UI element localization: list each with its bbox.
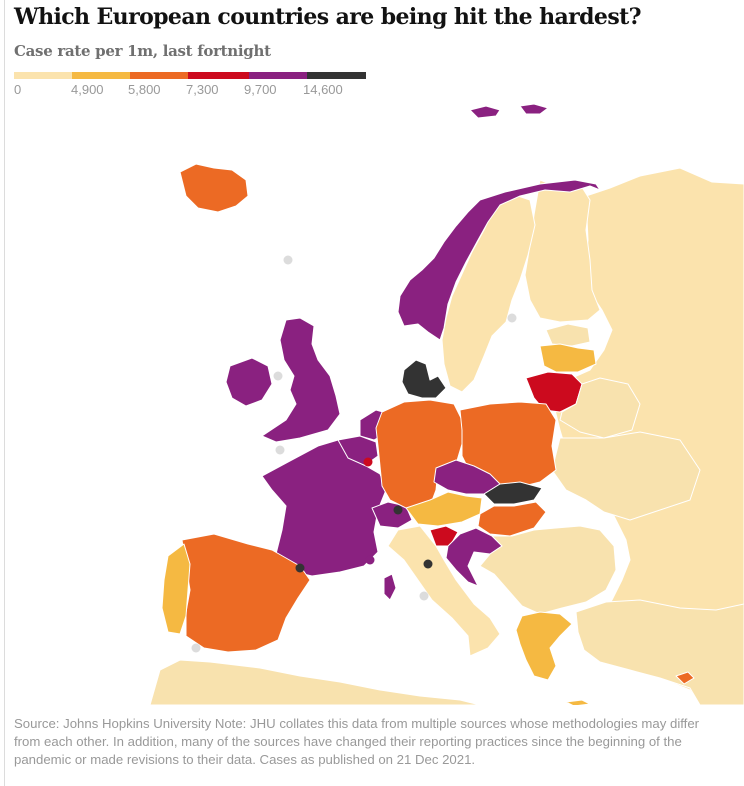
legend-swatch-4 [249,72,307,79]
legend-swatch-2 [130,72,188,79]
left-rule [4,0,5,786]
legend-tick-2: 5,800 [128,82,161,97]
color-legend: 0 4,900 5,800 7,300 9,700 14,600 [14,72,366,98]
dot-channel-islands [275,445,285,455]
source-note: Source: Johns Hopkins University Note: J… [14,716,700,767]
dot-andorra [295,563,305,573]
region-italy [387,525,501,657]
region-greece [515,611,573,681]
dot-san-marino [423,559,433,569]
region-croatia [445,527,503,587]
region-estonia [545,323,591,347]
region-balkans [479,525,617,615]
region-finland [524,179,601,323]
legend-tick-1: 4,900 [71,82,104,97]
region-iceland [179,163,249,213]
region-portugal [161,543,191,635]
region-poland [459,401,557,489]
legend-swatch-1 [72,72,130,79]
chart-title: Which European countries are being hit t… [14,4,642,30]
territory-dots [191,255,517,653]
region-uk [261,317,341,443]
chart-subtitle: Case rate per 1m, last fortnight [14,42,271,60]
region-slovakia [483,481,543,505]
dot-monaco [365,555,375,565]
region-north-africa [149,659,481,705]
legend-tick-3: 7,300 [186,82,219,97]
legend-tick-5: 14,600 [303,82,343,97]
region-ireland [225,357,273,407]
region-norway [397,179,601,341]
region-hungary [477,501,547,537]
region-denmark [401,359,447,399]
dot-gibraltar [191,643,201,653]
legend-swatch-0 [14,72,72,79]
region-cyprus [675,671,695,685]
region-germany [375,399,463,511]
dot-luxembourg [363,457,373,467]
region-corsica [383,573,397,601]
dot-gotland [507,313,517,323]
region-arctic-islands [469,103,549,119]
legend-swatch-5 [307,72,366,79]
europe-map [149,103,744,705]
legend-tick-0: 0 [14,82,22,97]
region-ukraine [551,431,701,521]
legend-swatch-3 [188,72,249,79]
region-austria [405,491,483,527]
dot-isle-of-man [273,371,283,381]
region-latvia [539,343,597,373]
dot-faroe [283,255,293,265]
dot-vatican [419,591,429,601]
region-slovenia [429,525,459,547]
region-turkey [575,599,744,705]
region-crete [565,699,591,705]
legend-tick-4: 9,700 [244,82,277,97]
dot-liechtenstein [393,505,403,515]
region-sweden [441,194,536,393]
